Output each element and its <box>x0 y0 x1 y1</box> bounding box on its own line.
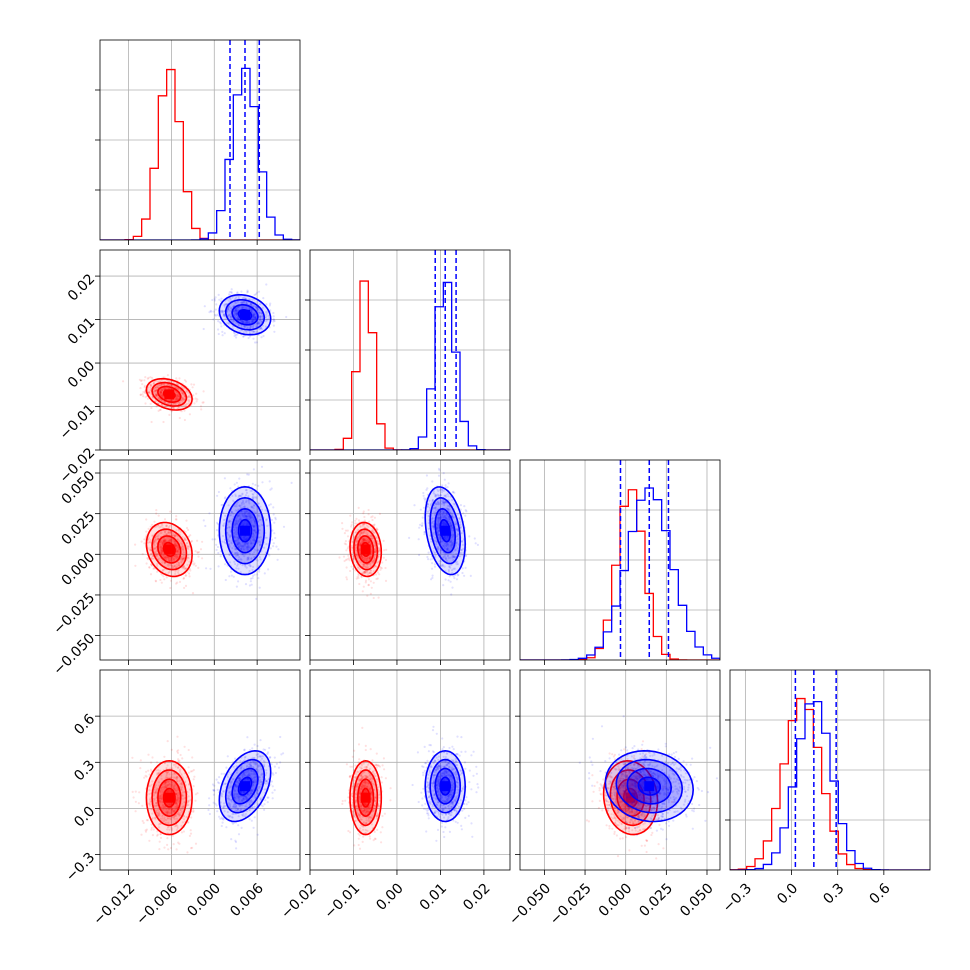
y-tick-label-2: 0.000 <box>59 549 99 589</box>
panel-frame <box>309 669 511 871</box>
density-peak-series-0 <box>625 792 636 803</box>
panel-content <box>310 250 510 450</box>
histogram-series-1 <box>730 700 930 870</box>
panel-content <box>122 283 288 424</box>
y-tick-label-1: 0.0 <box>71 803 98 830</box>
x-tick-label-1: −0.006 <box>133 880 181 928</box>
x-tick-label-0: −0.012 <box>90 880 138 928</box>
histogram-series-0 <box>730 697 930 870</box>
panel-content <box>338 467 479 600</box>
panel-3-2: −0.050−0.025 0.000 0.025 0.050 <box>506 669 721 928</box>
panel-frame <box>519 669 721 871</box>
panel-frame <box>99 249 301 451</box>
y-tick-label-3: 0.6 <box>71 711 98 738</box>
panel-1-0: −0.02−0.010.000.010.02 <box>57 249 301 487</box>
density-peak-series-0 <box>360 792 371 803</box>
panel-content <box>134 465 293 601</box>
x-tick-label-2: 0.00 <box>373 880 406 913</box>
histogram-series-1 <box>100 67 300 240</box>
x-tick-label-2: 0.000 <box>184 880 224 920</box>
x-tick-label-3: 0.006 <box>227 880 267 920</box>
panel-1-1 <box>305 249 511 455</box>
y-tick-label-3: 0.025 <box>59 509 99 549</box>
panel-3-1: −0.02 −0.01 0.00 0.01 0.02 <box>278 669 511 922</box>
histogram-series-1 <box>310 281 510 450</box>
panel-0-0 <box>95 39 301 245</box>
x-tick-label-2: 0.3 <box>820 880 847 907</box>
panel-3-3: −0.3 0.0 0.3 0.6 <box>720 669 931 916</box>
x-tick-label-2: 0.000 <box>596 880 636 920</box>
panel-2-2 <box>515 459 721 665</box>
panel-frame <box>99 459 301 661</box>
density-peak-series-1 <box>440 525 451 536</box>
x-tick-label-0: −0.3 <box>720 880 755 915</box>
y-tick-label-2: 0.00 <box>65 358 98 391</box>
x-tick-label-0: −0.02 <box>278 880 320 922</box>
panel-2-1 <box>305 459 511 665</box>
density-peak-series-1 <box>240 525 250 536</box>
x-tick-label-0: −0.050 <box>506 880 554 928</box>
y-tick-label-1: −0.01 <box>57 402 99 444</box>
histogram-series-0 <box>100 68 300 240</box>
density-peak-series-1 <box>240 309 250 320</box>
panel-frame <box>309 459 511 661</box>
density-peak-series-0 <box>164 544 175 555</box>
density-peak-series-0 <box>164 389 175 400</box>
panel-frame <box>99 669 301 871</box>
x-tick-label-4: 0.02 <box>460 880 493 913</box>
y-tick-label-2: 0.3 <box>71 757 98 784</box>
density-peak-series-1 <box>240 781 250 792</box>
density-peak-series-1 <box>644 781 655 792</box>
x-tick-label-3: 0.6 <box>867 880 894 907</box>
y-tick-label-1: −0.025 <box>50 590 98 638</box>
y-tick-label-4: 0.02 <box>65 271 98 304</box>
panel-content <box>341 725 480 850</box>
panel-3-0: −0.012−0.006 0.000 0.006 −0.3 0.0 0.3 0.6 <box>63 669 301 928</box>
y-tick-label-0: −0.3 <box>63 850 98 885</box>
density-peak-series-0 <box>164 792 175 803</box>
y-tick-label-3: 0.01 <box>65 315 98 348</box>
y-tick-label-0: −0.050 <box>50 631 98 679</box>
x-tick-label-3: 0.025 <box>636 880 676 920</box>
x-tick-label-1: −0.01 <box>322 880 364 922</box>
x-tick-label-1: 0.0 <box>774 880 801 907</box>
histogram-series-0 <box>310 280 510 450</box>
x-tick-label-1: −0.025 <box>547 880 595 928</box>
panel-content <box>131 735 285 854</box>
x-tick-label-4: 0.050 <box>677 880 717 920</box>
panel-content <box>578 715 720 860</box>
density-peak-series-0 <box>360 544 371 555</box>
x-tick-label-3: 0.01 <box>417 880 450 913</box>
density-peak-series-1 <box>440 781 451 792</box>
